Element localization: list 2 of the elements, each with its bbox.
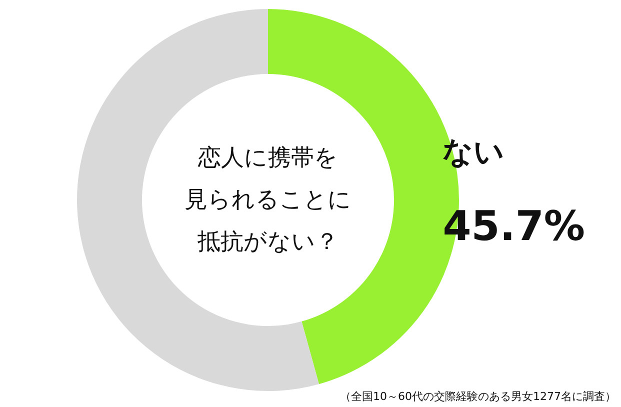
text: （全国10～60代の交際経験のある男女1277名に調査） bbox=[340, 390, 616, 403]
text: 恋人に携帯を見られることに抵抗がない？ bbox=[184, 144, 352, 257]
